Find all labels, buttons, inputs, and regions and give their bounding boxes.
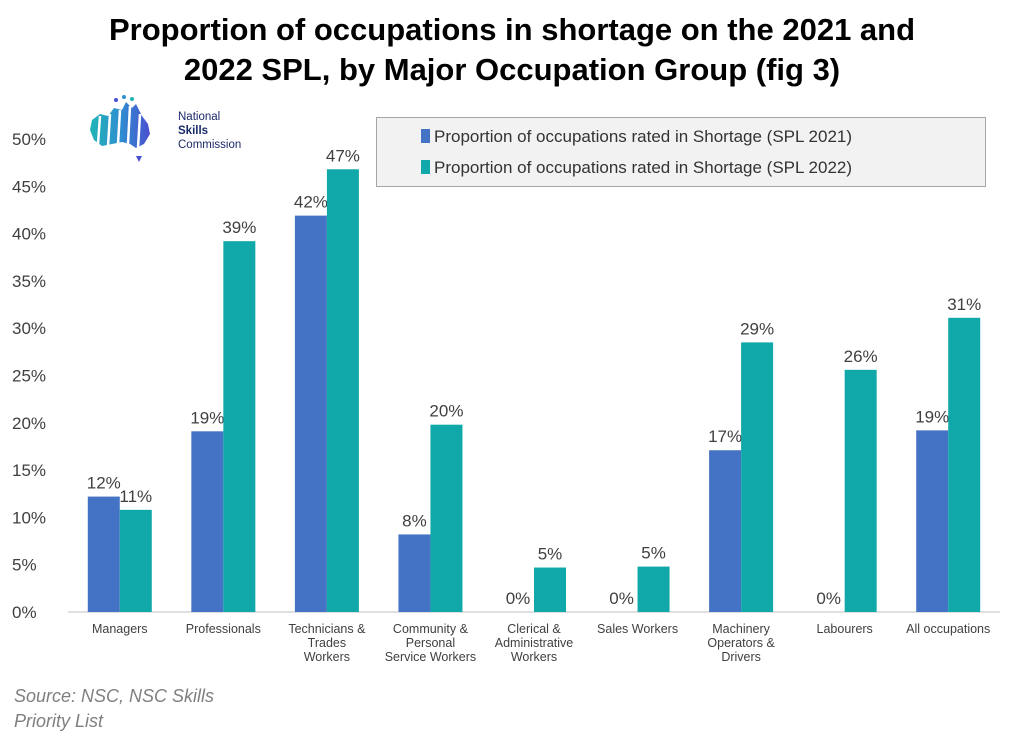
source-line-2: Priority List [14,711,104,731]
source-line-1: Source: NSC, NSC Skills [14,686,215,706]
chart-title-line-2: 2022 SPL, by Major Occupation Group (fig… [183,52,841,87]
data-label-spl-2021: 0% [816,589,841,608]
bar-spl-2022 [326,169,359,612]
data-label-spl-2022: 29% [740,319,774,338]
data-label-spl-2022: 31% [947,295,981,314]
data-label-spl-2021: 42% [294,193,328,212]
x-category-label: Clerical & Administrative Workers [495,622,574,664]
bar-spl-2022 [223,241,256,612]
bar-spl-2022 [948,317,981,612]
data-label-spl-2022: 5% [641,544,666,563]
logo-line-commission: Commission [178,139,242,151]
y-tick-label: 45% [12,177,46,196]
data-label-spl-2022: 20% [429,402,463,421]
data-label-spl-2021: 0% [506,589,531,608]
data-label-spl-2022: 47% [326,146,360,165]
legend-swatch-spl-2022 [421,160,430,174]
y-tick-label: 40% [12,225,46,244]
bar-spl-2021 [398,534,431,612]
y-tick-label: 35% [12,272,46,291]
x-category-label: Community & Personal Service Workers [385,622,476,664]
x-category-label: All occupations [906,622,990,636]
legend-label-spl-2022: Proportion of occupations rated in Short… [434,158,853,177]
data-label-spl-2021: 8% [402,511,427,530]
chart-title-line-1: Proportion of occupations in shortage on… [108,12,916,47]
data-label-spl-2022: 11% [119,487,152,506]
nsc-logo: National Skills Commission [86,94,256,164]
data-label-spl-2021: 12% [87,474,121,493]
y-tick-label: 10% [12,508,46,527]
chart-title: Proportion of occupations in shortage on… [0,10,1024,90]
y-tick-label: 50% [12,130,46,149]
legend-item-spl-2021: Proportion of occupations rated in Short… [421,127,852,147]
bar-spl-2022 [741,342,774,612]
australia-map-icon [90,95,150,162]
data-label-spl-2021: 17% [708,427,742,446]
legend-swatch-spl-2021 [421,129,430,143]
y-tick-label: 30% [12,319,46,338]
x-category-label: Technicians & Trades Workers [288,622,366,664]
x-category-label: Machinery Operators & Drivers [707,622,775,664]
data-label-spl-2022: 26% [844,347,878,366]
bar-spl-2021 [916,430,949,612]
bar-spl-2022 [637,566,670,612]
y-tick-label: 5% [12,556,37,575]
logo-wordmark: National Skills Commission [178,110,241,152]
bar-spl-2021 [87,496,120,612]
bar-spl-2021 [294,215,327,612]
legend-label-spl-2021: Proportion of occupations rated in Short… [434,127,853,146]
y-tick-label: 15% [12,461,46,480]
x-category-label: Managers [92,622,148,636]
bar-spl-2022 [534,567,566,612]
data-label-spl-2021: 19% [915,407,949,426]
data-label-spl-2021: 0% [609,589,634,608]
bar-spl-2022 [119,509,152,612]
x-category-label: Labourers [817,622,873,636]
bar-spl-2021 [191,431,224,612]
y-tick-label: 25% [12,367,46,386]
source-note: Source: NSC, NSC Skills Priority List [14,684,214,734]
chart-legend: Proportion of occupations rated in Short… [376,117,986,187]
bar-spl-2022 [844,369,877,612]
data-label-spl-2022: 39% [222,218,256,237]
logo-line-skills: Skills [178,125,209,137]
logo-line-national: National [178,111,221,123]
bar-spl-2021 [709,450,742,612]
data-label-spl-2022: 5% [538,545,563,564]
data-label-spl-2021: 19% [190,408,224,427]
y-tick-label: 20% [12,414,46,433]
legend-item-spl-2022: Proportion of occupations rated in Short… [421,158,852,178]
y-tick-label: 0% [12,603,37,622]
x-category-label: Sales Workers [597,622,678,636]
bar-spl-2022 [430,424,463,612]
x-category-label: Professionals [186,622,261,636]
